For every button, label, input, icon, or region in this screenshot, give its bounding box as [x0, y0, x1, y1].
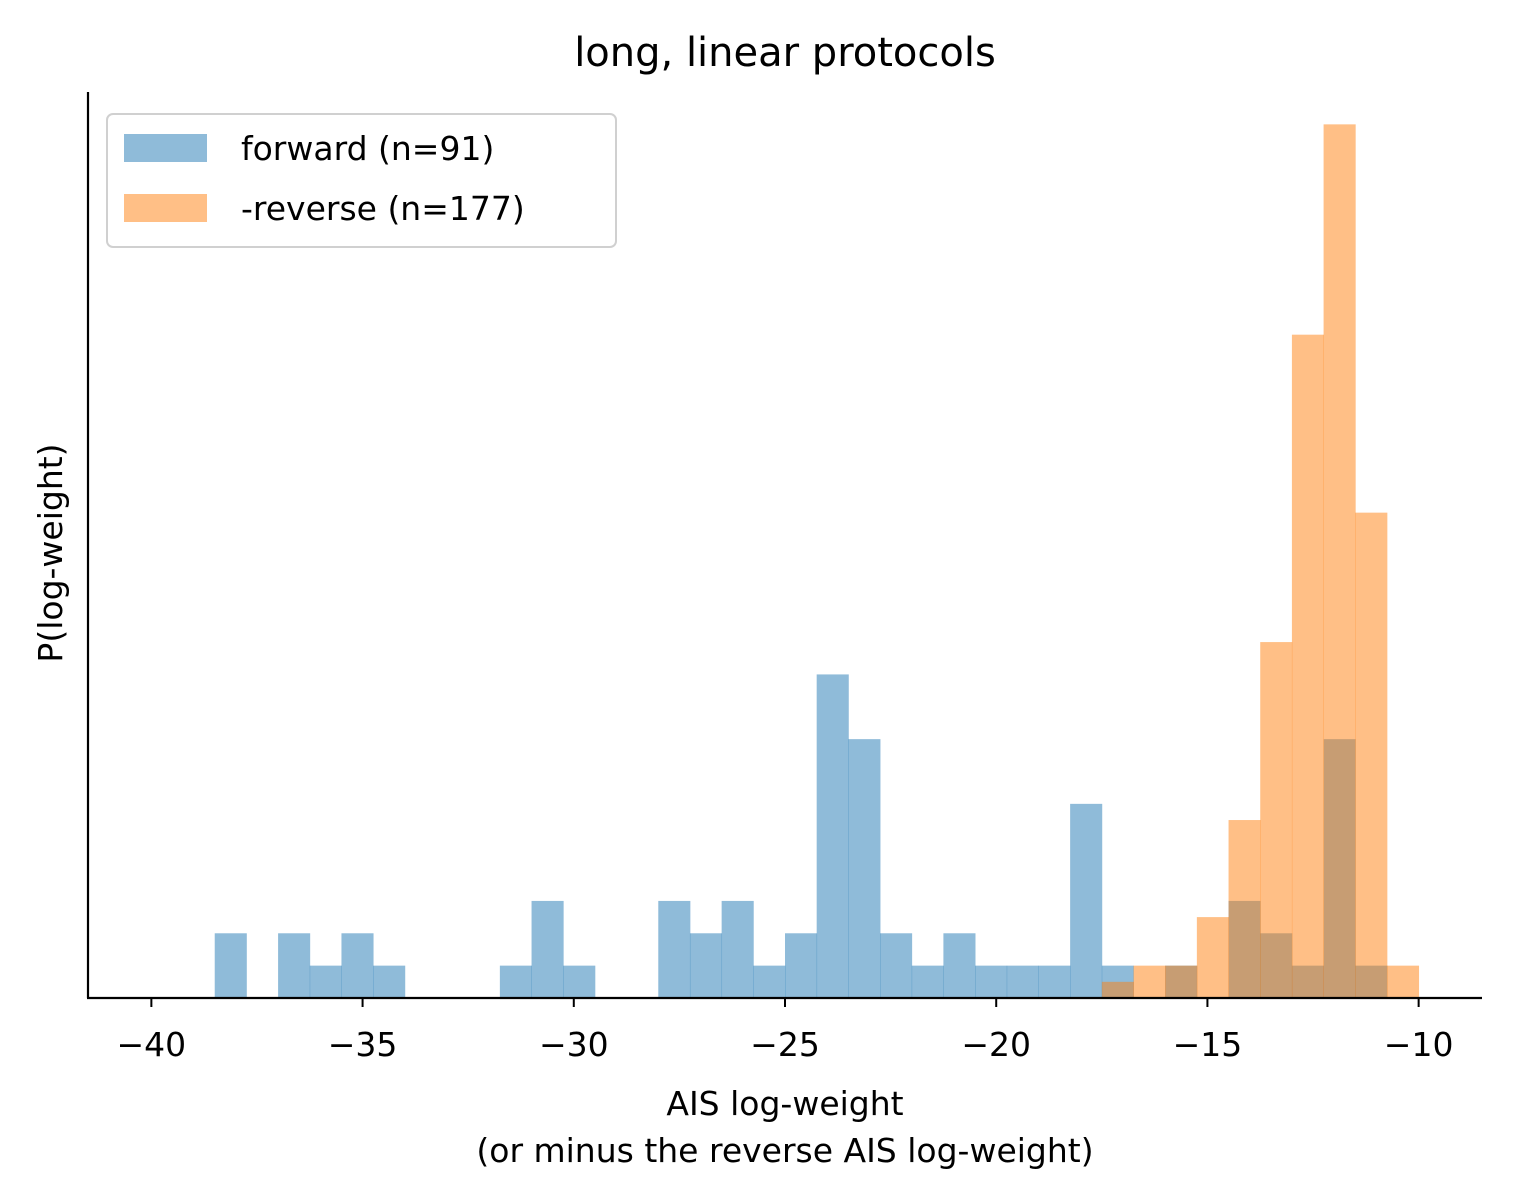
bar-forward-17 — [753, 965, 786, 998]
bar-reverse-4 — [1228, 820, 1261, 998]
bar-reverse-1 — [1133, 965, 1166, 998]
bar-reverse-0 — [1101, 981, 1134, 998]
chart-title: long, linear protocols — [574, 30, 996, 76]
y-axis-label: P(log-weight) — [31, 443, 70, 662]
bar-forward-15 — [689, 933, 723, 998]
bar-forward-23 — [943, 933, 976, 998]
bar-forward-27 — [1070, 803, 1103, 998]
bar-reverse-6 — [1291, 334, 1324, 998]
x-tick-label: −25 — [750, 1025, 820, 1064]
bar-forward-18 — [785, 933, 818, 998]
bar-reverse-2 — [1165, 965, 1198, 998]
bars-layer — [214, 124, 1420, 999]
bar-forward-19 — [816, 674, 849, 998]
bar-forward-10 — [531, 900, 564, 998]
bar-forward-11 — [563, 965, 596, 998]
bar-forward-3 — [309, 965, 342, 998]
bar-forward-4 — [341, 933, 374, 998]
bar-forward-22 — [911, 965, 944, 998]
x-axis-label-line2: (or minus the reverse AIS log-weight) — [476, 1131, 1093, 1170]
x-tick-label: −35 — [328, 1025, 398, 1064]
bar-forward-21 — [880, 933, 913, 998]
bar-forward-14 — [658, 900, 691, 998]
legend-label-forward: forward (n=91) — [241, 129, 494, 168]
bar-reverse-5 — [1260, 642, 1293, 998]
x-axis-label-line1: AIS log-weight — [666, 1084, 903, 1123]
legend-label-reverse: -reverse (n=177) — [241, 189, 525, 228]
bar-forward-20 — [848, 739, 881, 998]
legend-swatch-forward — [124, 134, 207, 162]
bar-forward-25 — [1006, 965, 1039, 998]
bar-forward-2 — [278, 933, 311, 998]
bar-forward-0 — [214, 933, 247, 998]
x-tick-label: −20 — [961, 1025, 1031, 1064]
bar-forward-26 — [1038, 965, 1071, 998]
bar-forward-5 — [373, 965, 406, 998]
legend-swatch-reverse — [124, 194, 207, 222]
bar-reverse-9 — [1386, 965, 1420, 998]
x-tick-label: −10 — [1384, 1025, 1454, 1064]
bar-forward-16 — [721, 900, 754, 998]
bar-forward-9 — [499, 965, 532, 998]
x-tick-label: −15 — [1173, 1025, 1243, 1064]
legend-frame — [106, 113, 617, 248]
x-tick-label: −30 — [539, 1025, 609, 1064]
x-tick-label: −40 — [117, 1025, 187, 1064]
x-ticks-layer: −40 −35 −30 −25 −20 −15 −10 — [117, 998, 1454, 1064]
bar-reverse-7 — [1323, 124, 1356, 999]
bar-reverse-8 — [1355, 512, 1388, 998]
bar-reverse-3 — [1196, 917, 1229, 998]
legend: forward (n=91) -reverse (n=177) — [106, 113, 617, 248]
bar-forward-24 — [975, 965, 1008, 998]
